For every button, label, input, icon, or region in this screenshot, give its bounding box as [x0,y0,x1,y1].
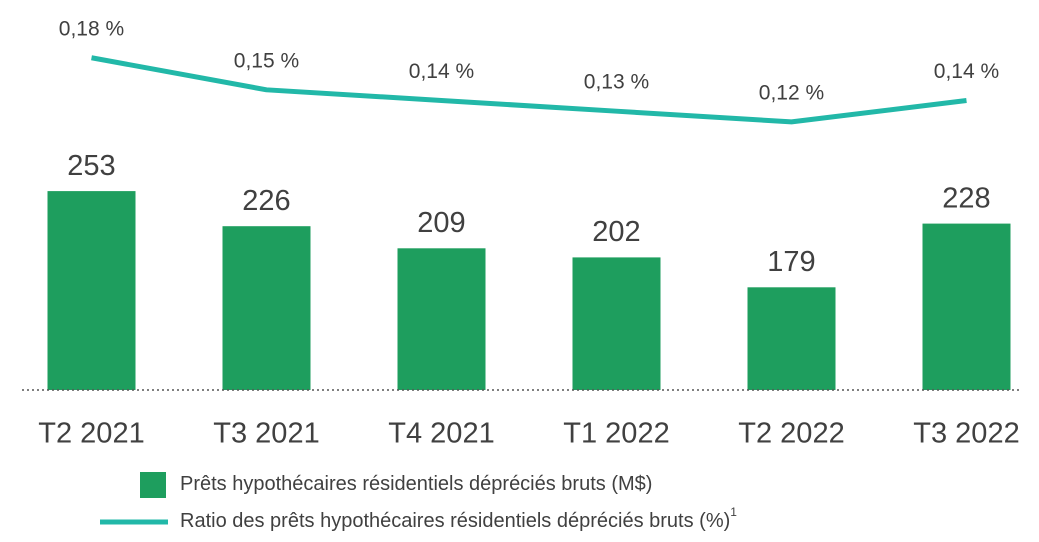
x-tick-label: T3 2022 [913,418,1019,450]
legend-label: Prêts hypothécaires résidentiels dépréci… [180,473,652,495]
bar-value-label: 179 [767,246,815,278]
legend-label: Ratio des prêts hypothécaires résidentie… [180,505,737,532]
line-value-label: 0,15 % [234,49,299,72]
line-value-label: 0,14 % [934,60,999,83]
bar [47,191,136,390]
line-value-label: 0,13 % [584,71,649,94]
x-tick-label: T2 2021 [38,418,144,450]
x-tick-label: T4 2021 [388,418,494,450]
legend-swatch [140,472,166,498]
legend-superscript: 1 [730,505,737,519]
bar-value-label: 228 [942,182,990,214]
x-tick-label: T3 2021 [213,418,319,450]
bar-value-label: 226 [242,185,290,217]
line-value-label: 0,12 % [759,81,824,104]
bar [922,223,1011,390]
bar [572,257,661,390]
bar-value-label: 209 [417,207,465,239]
x-tick-label: T2 2022 [738,418,844,450]
bar [222,226,311,390]
line-value-label: 0,14 % [409,60,474,83]
legend-text: Ratio des prêts hypothécaires résidentie… [180,510,730,532]
line [91,55,967,125]
x-tick-label: T1 2022 [563,418,669,450]
bar-value-label: 202 [592,216,640,248]
legend-text: Prêts hypothécaires résidentiels dépréci… [180,473,652,495]
bar [397,248,486,390]
bar-value-label: 253 [67,150,115,182]
line-value-label: 0,18 % [59,17,124,40]
bar [747,287,836,390]
